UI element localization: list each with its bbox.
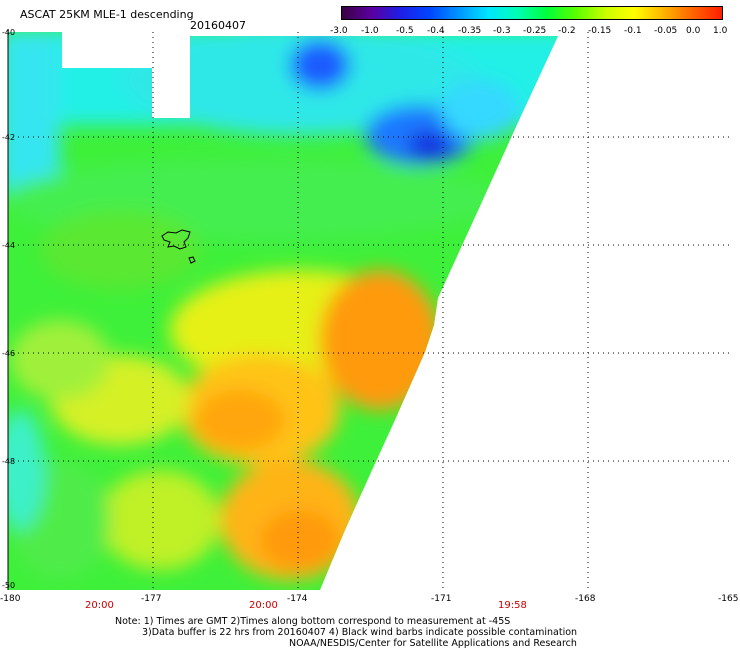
lat-label: -40 (2, 28, 15, 37)
colorbar (341, 6, 723, 20)
chatham-islands-outline (161, 229, 196, 264)
lat-label: -48 (2, 457, 15, 466)
colorbar-labels: -3.0 -1.0 -0.5 -0.4 -0.35 -0.3 -0.25 -0.… (330, 26, 735, 37)
colorbar-label: 1.0 (713, 26, 728, 36)
lon-label: -180 (0, 594, 21, 604)
colorbar-label: -0.4 (427, 26, 445, 36)
lon-label: -165 (718, 594, 738, 604)
lon-label: -174 (287, 594, 308, 604)
lat-label: -50 (2, 581, 15, 590)
latitude-labels: -40 -42 -44 -46 -48 -50 (2, 28, 15, 590)
lon-label: -171 (431, 594, 451, 604)
time-label: 20:00 (85, 600, 114, 611)
colorbar-gradient (341, 6, 723, 20)
colorbar-label: -3.0 (330, 26, 348, 36)
lat-label: -42 (2, 133, 15, 142)
colorbar-label: -0.1 (624, 26, 642, 36)
lon-label: -177 (141, 594, 161, 604)
colorbar-label: -0.3 (493, 26, 511, 36)
note-line-3: NOAA/NESDIS/Center for Satellite Applica… (289, 638, 577, 649)
lon-label: -168 (575, 594, 596, 604)
colorbar-label: -0.25 (523, 26, 547, 36)
graticule (8, 32, 730, 588)
colorbar-label: -0.15 (588, 26, 612, 36)
data-swath (8, 32, 558, 590)
colorbar-label: -0.2 (558, 26, 576, 36)
colorbar-label: -0.5 (396, 26, 414, 36)
colorbar-label: -0.05 (654, 26, 678, 36)
note-line-1: Note: 1) Times are GMT 2)Times along bot… (115, 616, 511, 627)
lat-label: -46 (2, 349, 15, 358)
colorbar-label: -1.0 (361, 26, 379, 36)
colorbar-label: 0.0 (686, 26, 701, 36)
lat-label: -44 (2, 241, 15, 250)
time-label: 20:00 (249, 600, 278, 611)
note-line-2: 3)Data buffer is 22 hrs from 20160407 4)… (142, 627, 578, 638)
time-label: 19:58 (498, 600, 527, 611)
product-title: ASCAT 25KM MLE-1 descending (20, 8, 194, 21)
product-date: 20160407 (190, 19, 246, 32)
colorbar-label: -0.35 (458, 26, 482, 36)
longitude-labels: -180 -177 -174 -171 -168 -165 (0, 594, 738, 604)
